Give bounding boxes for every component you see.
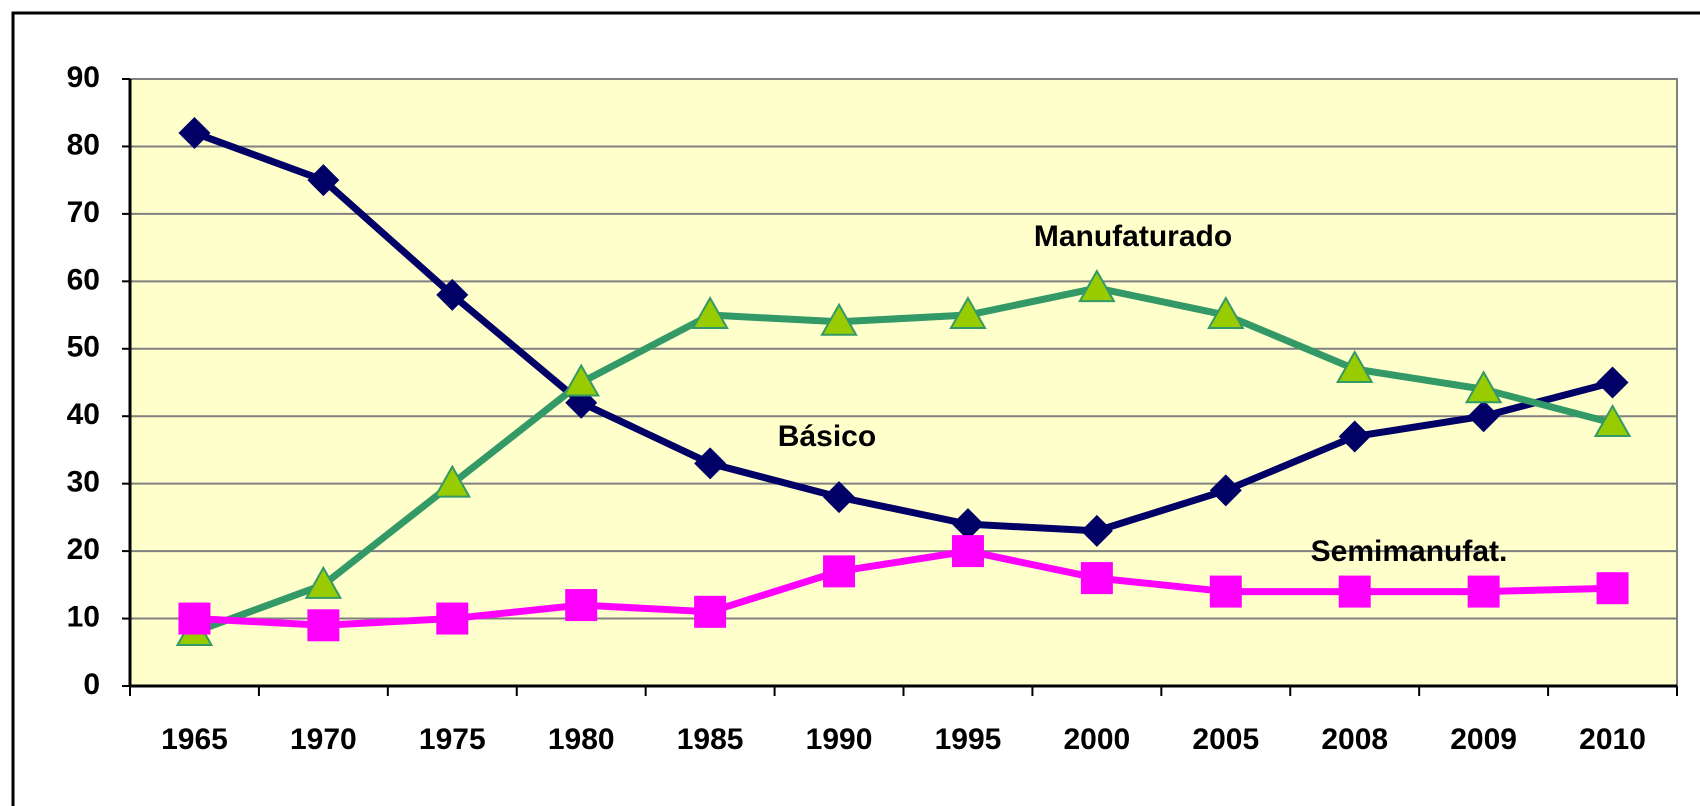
marker: [1593, 403, 1632, 437]
x-tick-label: 2010: [1579, 723, 1646, 756]
marker: [1078, 269, 1116, 303]
marker: [1596, 572, 1629, 605]
series-line: [193, 129, 1614, 535]
series-label: Manufaturado: [1034, 220, 1232, 253]
marker: [823, 555, 856, 588]
marker: [307, 164, 340, 197]
marker: [304, 565, 343, 599]
marker: [1464, 370, 1503, 404]
y-tick-label: 20: [67, 533, 100, 566]
marker: [1467, 575, 1500, 608]
marker: [951, 535, 984, 568]
marker: [1338, 420, 1371, 453]
y-tick-label: 30: [67, 466, 100, 499]
x-tick-label: 2008: [1321, 723, 1388, 756]
x-tick-label: 1975: [419, 723, 486, 756]
marker: [951, 508, 984, 541]
x-tick-label: 1970: [290, 723, 357, 756]
marker: [436, 278, 469, 311]
y-tick-label: 10: [67, 600, 100, 633]
x-tick-label: 2009: [1450, 723, 1517, 756]
marker: [823, 481, 856, 514]
marker: [1209, 575, 1242, 608]
x-tick-label: 2005: [1192, 723, 1259, 756]
x-tick-label: 1965: [161, 723, 228, 756]
marker: [1467, 400, 1500, 433]
y-tick-label: 70: [67, 196, 100, 229]
marker: [433, 464, 472, 498]
marker: [436, 602, 469, 635]
y-tick-label: 60: [67, 263, 100, 296]
y-tick-label: 80: [67, 128, 100, 161]
series-line: [193, 284, 1614, 636]
marker: [949, 296, 987, 330]
marker: [1338, 575, 1371, 608]
x-tick-label: 1990: [806, 723, 873, 756]
x-tick-label: 2000: [1064, 723, 1131, 756]
y-tick-label: 40: [67, 398, 100, 431]
y-tick-label: 0: [83, 668, 100, 701]
x-tick-label: 1985: [677, 723, 744, 756]
series-line: [194, 547, 1613, 629]
marker: [1080, 514, 1113, 547]
y-tick-label: 50: [67, 331, 100, 364]
series-label: Básico: [778, 420, 876, 453]
marker: [565, 589, 598, 622]
marker: [1207, 296, 1245, 330]
marker: [1080, 562, 1113, 595]
series-label: Semimanufat.: [1311, 535, 1508, 568]
marker: [691, 296, 729, 330]
marker: [1335, 349, 1374, 384]
marker: [1209, 474, 1242, 507]
marker: [820, 302, 858, 336]
marker: [694, 595, 727, 628]
marker: [562, 363, 600, 397]
marker: [694, 447, 727, 480]
marker: [1596, 366, 1629, 399]
x-tick-label: 1995: [935, 723, 1002, 756]
x-tick-label: 1980: [548, 723, 615, 756]
marker: [178, 602, 211, 635]
marker: [307, 609, 340, 642]
marker: [178, 116, 211, 149]
y-tick-label: 90: [67, 61, 100, 94]
